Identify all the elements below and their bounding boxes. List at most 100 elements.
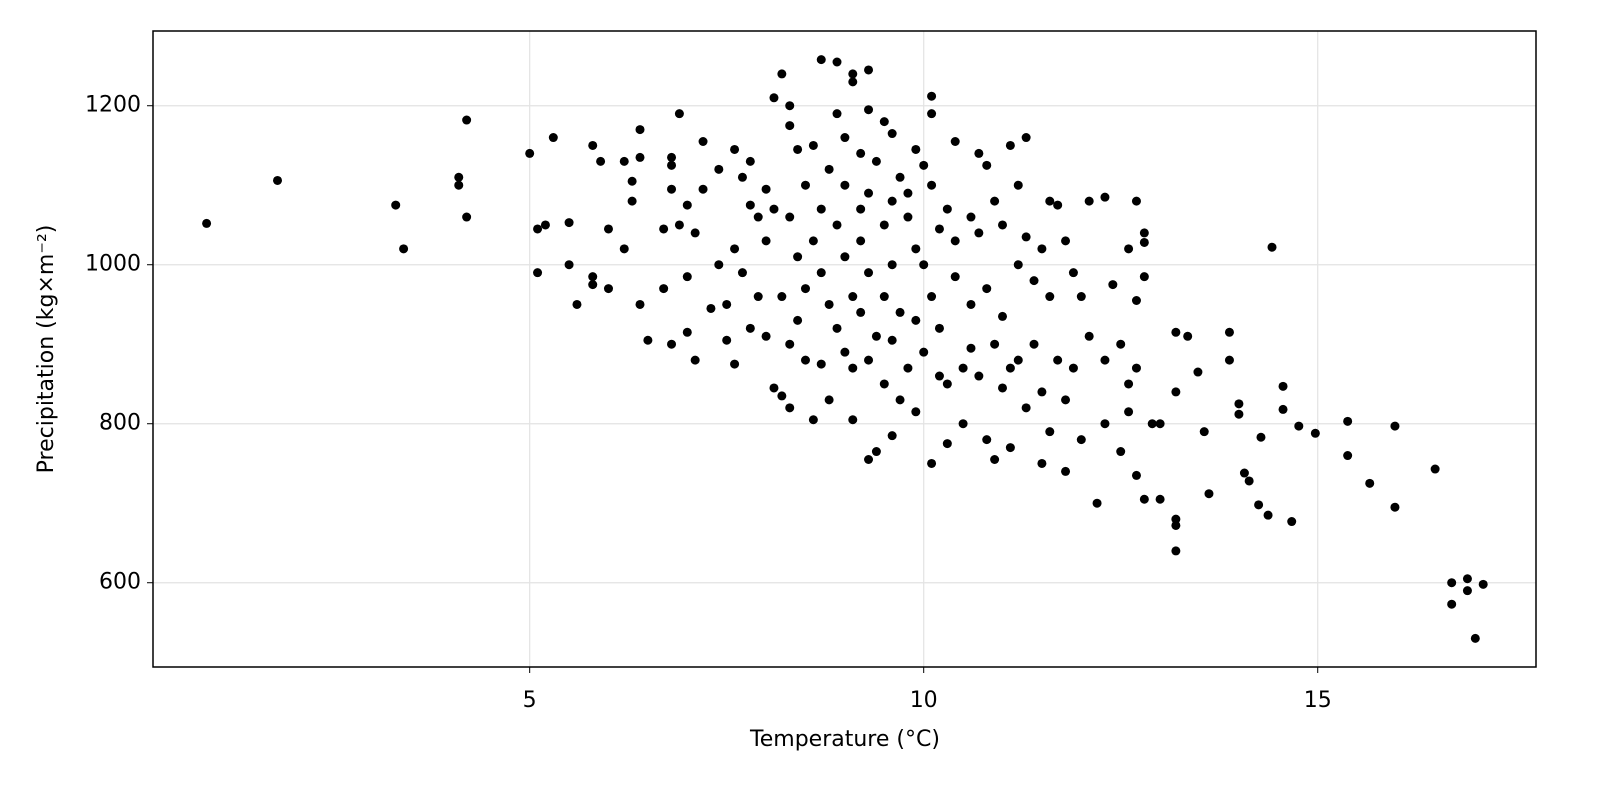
point [1462, 586, 1472, 596]
point [525, 148, 535, 158]
point [667, 184, 677, 194]
point [761, 331, 771, 341]
point [1131, 196, 1141, 206]
point [627, 196, 637, 206]
point [1287, 517, 1297, 527]
point [1013, 355, 1023, 365]
point [1478, 579, 1488, 589]
point [808, 415, 818, 425]
point [785, 403, 795, 413]
point [1076, 292, 1086, 302]
point [887, 196, 897, 206]
point [816, 359, 826, 369]
point [927, 292, 937, 302]
point [1462, 574, 1472, 584]
point [1021, 232, 1031, 242]
point [1092, 498, 1102, 508]
x-tick-label: 10 [910, 688, 938, 713]
point [785, 121, 795, 131]
point [911, 144, 921, 154]
point [1267, 242, 1277, 252]
point [895, 172, 905, 182]
point [777, 391, 787, 401]
point [864, 188, 874, 198]
point [808, 140, 818, 150]
point [564, 218, 574, 228]
point [1171, 327, 1181, 337]
point [840, 180, 850, 190]
point [950, 137, 960, 147]
point [1021, 133, 1031, 143]
point [1263, 510, 1273, 520]
point [895, 395, 905, 405]
point [1310, 428, 1320, 438]
point [950, 272, 960, 282]
point [958, 363, 968, 373]
point [974, 148, 984, 158]
point [887, 431, 897, 441]
point [1005, 140, 1015, 150]
point [588, 140, 598, 150]
point [919, 160, 929, 170]
point [974, 228, 984, 238]
point [911, 407, 921, 417]
point [1037, 387, 1047, 397]
point [1053, 200, 1063, 210]
point [1244, 476, 1254, 486]
point [596, 156, 606, 166]
point [1294, 421, 1304, 431]
point [1013, 180, 1023, 190]
point [1084, 331, 1094, 341]
point [958, 419, 968, 429]
point [832, 57, 842, 67]
point [808, 236, 818, 246]
point [824, 299, 834, 309]
point [682, 272, 692, 282]
point [1021, 403, 1031, 413]
point [840, 252, 850, 262]
point [998, 311, 1008, 321]
point [761, 184, 771, 194]
point [1171, 546, 1181, 556]
point [1390, 421, 1400, 431]
point [1061, 236, 1071, 246]
point [1171, 387, 1181, 397]
point [856, 204, 866, 214]
point [911, 315, 921, 325]
point [753, 292, 763, 302]
point [761, 236, 771, 246]
point [454, 180, 464, 190]
point [998, 383, 1008, 393]
point [548, 133, 558, 143]
point [564, 260, 574, 270]
point [864, 355, 874, 365]
point [1005, 363, 1015, 373]
point [1204, 489, 1214, 499]
point [848, 69, 858, 79]
point [1029, 339, 1039, 349]
point [714, 164, 724, 174]
point [966, 299, 976, 309]
point [816, 55, 826, 65]
point [856, 148, 866, 158]
point [533, 224, 543, 234]
point [540, 220, 550, 230]
point [769, 383, 779, 393]
point [619, 244, 629, 254]
point [950, 236, 960, 246]
x-tick-label: 15 [1304, 688, 1332, 713]
point [1139, 237, 1149, 247]
point [273, 175, 283, 185]
point [1061, 395, 1071, 405]
point [982, 435, 992, 445]
point [1224, 355, 1234, 365]
point [793, 144, 803, 154]
point [793, 252, 803, 262]
point [753, 212, 763, 222]
point [1100, 419, 1110, 429]
point [1076, 435, 1086, 445]
point [690, 355, 700, 365]
point [982, 284, 992, 294]
point [690, 228, 700, 238]
